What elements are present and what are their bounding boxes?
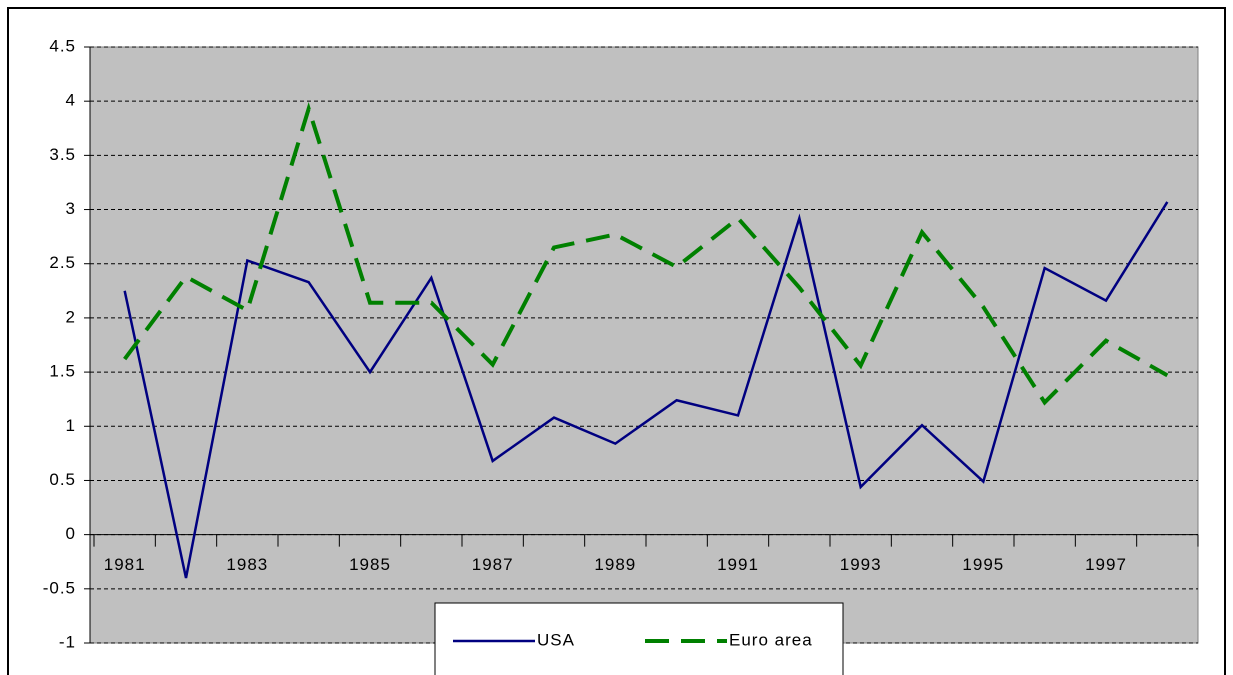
y-tick-label: 2 [66, 307, 76, 326]
legend: USA Euro area [434, 602, 844, 675]
x-tick-label: 1985 [349, 555, 391, 574]
y-tick-label: 0 [66, 524, 76, 543]
y-tick-label: 4 [66, 91, 76, 110]
y-tick-label: 0.5 [49, 470, 76, 489]
x-tick-label: 1995 [962, 555, 1004, 574]
x-tick-label: 1987 [472, 555, 514, 574]
x-tick-label: 1991 [717, 555, 759, 574]
x-tick-label: 1981 [104, 555, 146, 574]
y-tick-label: 2.5 [49, 253, 76, 272]
x-tick-label: 1993 [840, 555, 882, 574]
legend-label: Euro area [729, 630, 813, 649]
legend-box [434, 602, 844, 675]
plot-area [89, 46, 1199, 644]
x-tick-label: 1997 [1085, 555, 1127, 574]
legend-label: USA [537, 630, 575, 649]
y-tick-label: 3 [66, 199, 76, 218]
series-line [123, 102, 1169, 406]
y-tick-label: 1.5 [49, 362, 76, 381]
y-tick-label: -0.5 [43, 578, 76, 597]
x-tick-label: 1989 [594, 555, 636, 574]
y-tick-label: 4.5 [49, 36, 76, 55]
series-line [123, 201, 1169, 579]
y-tick-label: -1 [59, 632, 76, 651]
y-tick-label: 3.5 [49, 145, 76, 164]
y-tick-label: 1 [66, 416, 76, 435]
x-tick-label: 1983 [226, 555, 268, 574]
